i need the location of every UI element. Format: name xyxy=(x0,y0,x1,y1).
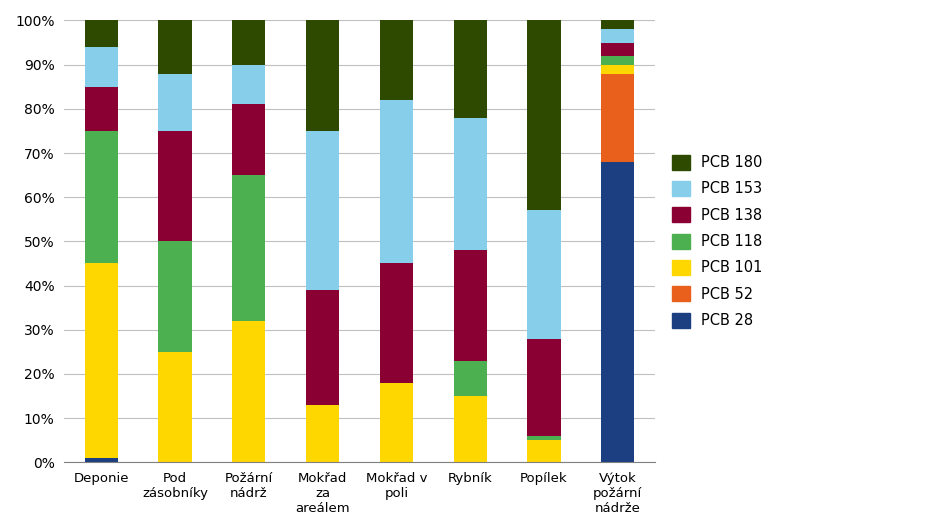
Bar xyxy=(601,42,634,56)
Legend: PCB 180, PCB 153, PCB 138, PCB 118, PCB 101, PCB 52, PCB 28: PCB 180, PCB 153, PCB 138, PCB 118, PCB … xyxy=(667,151,767,332)
Bar xyxy=(601,56,634,65)
Bar xyxy=(306,405,339,462)
Bar xyxy=(232,321,265,462)
Bar xyxy=(306,21,339,131)
Bar xyxy=(85,47,118,87)
Bar xyxy=(159,352,192,462)
Bar xyxy=(85,131,118,263)
Bar xyxy=(528,21,561,210)
Bar xyxy=(232,65,265,104)
Bar xyxy=(528,440,561,462)
Bar xyxy=(159,131,192,241)
Bar xyxy=(232,104,265,175)
Bar xyxy=(159,74,192,131)
Bar xyxy=(453,396,487,462)
Bar xyxy=(379,263,413,383)
Bar xyxy=(85,263,118,458)
Bar xyxy=(601,21,634,29)
Bar xyxy=(379,383,413,462)
Bar xyxy=(453,21,487,118)
Bar xyxy=(306,131,339,290)
Bar xyxy=(601,162,634,462)
Bar xyxy=(379,21,413,100)
Bar xyxy=(528,436,561,440)
Bar xyxy=(379,100,413,263)
Bar xyxy=(453,361,487,396)
Bar xyxy=(453,118,487,250)
Bar xyxy=(85,458,118,462)
Bar xyxy=(601,74,634,162)
Bar xyxy=(528,339,561,436)
Bar xyxy=(453,250,487,361)
Bar xyxy=(528,210,561,339)
Bar xyxy=(85,21,118,47)
Bar xyxy=(85,87,118,131)
Bar xyxy=(159,241,192,352)
Bar xyxy=(232,175,265,321)
Bar xyxy=(601,65,634,74)
Bar xyxy=(232,21,265,65)
Bar xyxy=(159,21,192,74)
Bar xyxy=(306,290,339,405)
Bar xyxy=(601,29,634,42)
